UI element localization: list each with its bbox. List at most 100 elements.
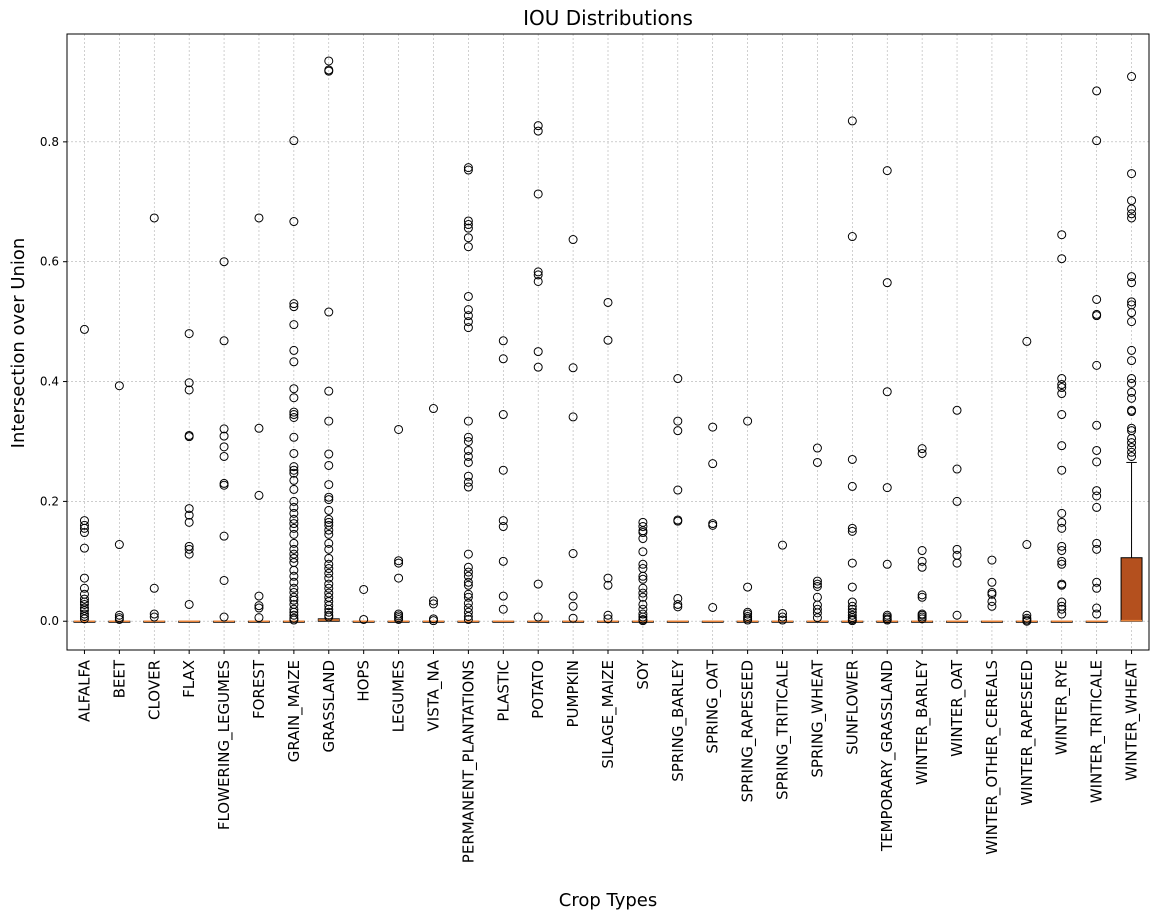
outlier-point	[463, 482, 473, 492]
outlier-point	[638, 559, 648, 569]
outlier-point	[289, 299, 299, 309]
outlier-point	[847, 526, 857, 536]
outlier-point	[219, 451, 229, 461]
outlier-point	[114, 610, 124, 620]
outlier-point	[673, 516, 683, 526]
outlier-point	[673, 374, 683, 384]
outlier-point	[847, 610, 857, 620]
outlier-point	[1057, 441, 1067, 451]
outlier-point	[79, 543, 89, 553]
outlier-point	[324, 66, 334, 76]
outlier-point	[254, 423, 264, 433]
outlier-point	[289, 529, 299, 539]
outlier-point	[568, 613, 578, 623]
y-tick-label: 0.2	[40, 494, 59, 508]
outlier-point	[428, 596, 438, 606]
outlier-point	[463, 598, 473, 608]
outlier-point	[1022, 540, 1032, 550]
outlier-point	[1057, 508, 1067, 518]
outlier-point	[324, 495, 334, 505]
outlier-point	[1057, 604, 1067, 614]
outlier-point	[1092, 583, 1102, 593]
outlier-point	[1057, 254, 1067, 264]
outlier-point	[324, 553, 334, 563]
outlier-point	[498, 604, 508, 614]
outlier-point	[254, 490, 264, 500]
outlier-point	[289, 384, 299, 394]
outlier-point	[324, 544, 334, 554]
x-tick-label: WINTER_RAPESEED	[1018, 660, 1037, 806]
outlier-point	[1092, 360, 1102, 370]
outlier-point	[1127, 433, 1137, 443]
outlier-point	[638, 616, 648, 626]
outlier-point	[1057, 609, 1067, 619]
outlier-point	[673, 416, 683, 426]
outlier-point	[812, 443, 822, 453]
outlier-point	[428, 616, 438, 626]
outlier-point	[463, 165, 473, 175]
x-tick-label: TEMPORARY_GRASSLAND	[878, 660, 897, 852]
outlier-point	[603, 614, 613, 624]
x-tick-label: WINTER_RYE	[1053, 660, 1072, 755]
outlier-point	[1057, 597, 1067, 607]
outlier-point	[1057, 559, 1067, 569]
outlier-point	[289, 468, 299, 478]
outlier-point	[847, 597, 857, 607]
outlier-point	[1057, 556, 1067, 566]
outlier-point	[289, 553, 299, 563]
outlier-point	[289, 484, 299, 494]
outlier-point	[324, 579, 334, 589]
outlier-point	[568, 363, 578, 373]
outlier-point	[743, 609, 753, 619]
outlier-point	[289, 604, 299, 614]
outlier-point	[1092, 491, 1102, 501]
x-tick-label: SPRING_OAT	[704, 659, 723, 753]
outlier-point	[1092, 420, 1102, 430]
outlier-point	[987, 577, 997, 587]
x-tick-label: GRAIN_MAIZE	[285, 660, 304, 762]
outlier-point	[638, 528, 648, 538]
outlier-point	[394, 614, 404, 624]
outlier-point	[324, 538, 334, 548]
x-tick-label: WINTER_TRITICALE	[1088, 660, 1107, 803]
outlier-point	[289, 475, 299, 485]
outlier-point	[778, 608, 788, 618]
outlier-point	[533, 189, 543, 199]
outlier-point	[289, 538, 299, 548]
outlier-point	[428, 404, 438, 414]
outlier-point	[324, 520, 334, 530]
outlier-point	[1127, 393, 1137, 403]
axis-layer: 0.0 0.2 0.4 0.6 0.8 ALFALFA BEET CLOVER FLAX FLOW…	[40, 135, 1142, 863]
outlier-point	[638, 609, 648, 619]
outlier-point	[1057, 523, 1067, 533]
x-tick-label: PUMPKIN	[564, 660, 582, 728]
outlier-point	[79, 523, 89, 533]
outlier-point	[917, 590, 927, 600]
outlier-point	[568, 412, 578, 422]
x-tick-label: HOPS	[355, 660, 373, 702]
outlier-point	[1127, 308, 1137, 318]
outlier-point	[673, 426, 683, 436]
outlier-point	[463, 471, 473, 481]
outlier-point	[289, 320, 299, 330]
outlier-point	[498, 591, 508, 601]
outlier-point	[638, 547, 648, 557]
outlier-point	[463, 580, 473, 590]
outlier-point	[708, 520, 718, 530]
outlier-point	[114, 614, 124, 624]
outlier-point	[289, 407, 299, 417]
outlier-point	[324, 559, 334, 569]
outlier-point	[289, 592, 299, 602]
outlier-point	[289, 432, 299, 442]
outlier-point	[463, 567, 473, 577]
outlier-point	[463, 477, 473, 487]
outlier-point	[917, 614, 927, 624]
outlier-point	[289, 357, 299, 367]
outlier-point	[1127, 204, 1137, 214]
outlier-point	[498, 556, 508, 566]
outlier-point	[1057, 541, 1067, 551]
outlier-point	[184, 329, 194, 339]
outlier-point	[812, 576, 822, 586]
outlier-point	[1127, 407, 1137, 417]
outlier-point	[638, 588, 648, 598]
